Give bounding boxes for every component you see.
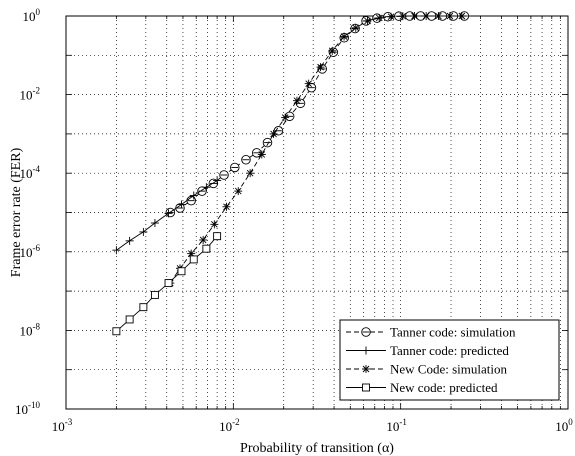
data-point (164, 279, 173, 288)
data-point (202, 244, 211, 253)
series-3 (112, 232, 222, 336)
legend-marker (361, 327, 371, 337)
legend-entry: Tanner code: simulation (346, 325, 516, 340)
data-point (316, 63, 325, 72)
y-tick-label: 10-2 (20, 86, 41, 103)
legend: Tanner code: simulation Tanner code: pred… (339, 319, 560, 401)
data-point (164, 209, 173, 218)
data-point (230, 162, 240, 173)
legend-box (339, 319, 560, 401)
x-tick-label: 10-2 (219, 417, 240, 434)
data-point (189, 191, 198, 200)
legend-marker (362, 383, 370, 392)
data-point (177, 267, 186, 276)
series-line (169, 15, 462, 284)
data-point (281, 113, 290, 122)
data-point (241, 154, 251, 165)
data-point (295, 98, 306, 109)
series-2 (166, 12, 466, 288)
grid-lines (66, 16, 568, 409)
data-point (213, 176, 222, 185)
data-point (410, 12, 419, 20)
data-point (363, 16, 372, 25)
y-tick-label: 10-8 (20, 321, 41, 338)
legend-marker (362, 346, 370, 355)
data-point (273, 126, 284, 136)
data-point (139, 303, 148, 312)
data-point (112, 246, 121, 255)
data-point (375, 13, 384, 22)
data-point (292, 96, 301, 105)
data-point (351, 23, 360, 32)
data-point (150, 219, 159, 228)
legend-label: Tanner code: simulation (390, 325, 516, 340)
x-axis-label: Probability of transition (α) (240, 441, 394, 456)
data-point (139, 227, 148, 236)
data-point (112, 327, 121, 336)
data-point (246, 169, 255, 178)
data-point (257, 150, 266, 159)
series-1 (112, 176, 222, 255)
legend-label: New code: predicted (390, 380, 498, 395)
data-point (328, 46, 337, 55)
legend-entry: Tanner code: predicted (346, 343, 509, 358)
data-point (445, 12, 454, 20)
data-point (234, 187, 243, 196)
legend-marker (362, 365, 370, 373)
y-tick-label: 10-4 (20, 164, 41, 181)
data-point (150, 290, 159, 299)
data-point (222, 202, 231, 211)
data-point (202, 183, 211, 192)
series-layer (112, 11, 470, 336)
data-point (398, 12, 407, 21)
data-point (251, 148, 262, 158)
data-point (189, 255, 198, 264)
data-point (387, 12, 396, 21)
y-axis-label: Frame error rate (FER) (9, 147, 24, 277)
y-tick-label: 10-10 (15, 400, 40, 417)
data-point (213, 232, 222, 241)
x-tick-label: 100 (555, 417, 573, 434)
x-tick-label: 10-1 (386, 417, 407, 434)
data-point (125, 315, 134, 324)
legend-label: New Code: simulation (390, 362, 507, 377)
data-point (199, 235, 208, 244)
data-point (434, 12, 443, 20)
legend-label: Tanner code: predicted (390, 343, 509, 358)
data-point (457, 12, 466, 20)
axis-ticks: 10-3 10-2 10-1 100 100 10-2 10-4 10-6 10-8 10-10 (15, 7, 573, 434)
x-tick-label: 10-3 (52, 417, 73, 434)
data-point (210, 220, 219, 229)
data-point (340, 32, 349, 41)
y-tick-label: 100 (23, 7, 41, 24)
data-point (177, 200, 186, 209)
legend-entry: New code: predicted (346, 380, 498, 395)
data-point (304, 79, 313, 88)
legend-entry: New Code: simulation (346, 362, 507, 377)
y-tick-label: 10-6 (20, 243, 41, 260)
data-point (125, 236, 134, 245)
data-point (269, 129, 278, 138)
series-0 (165, 11, 470, 218)
data-point (422, 12, 431, 20)
data-point (262, 137, 273, 148)
data-point (219, 170, 229, 180)
series-line (170, 15, 465, 213)
